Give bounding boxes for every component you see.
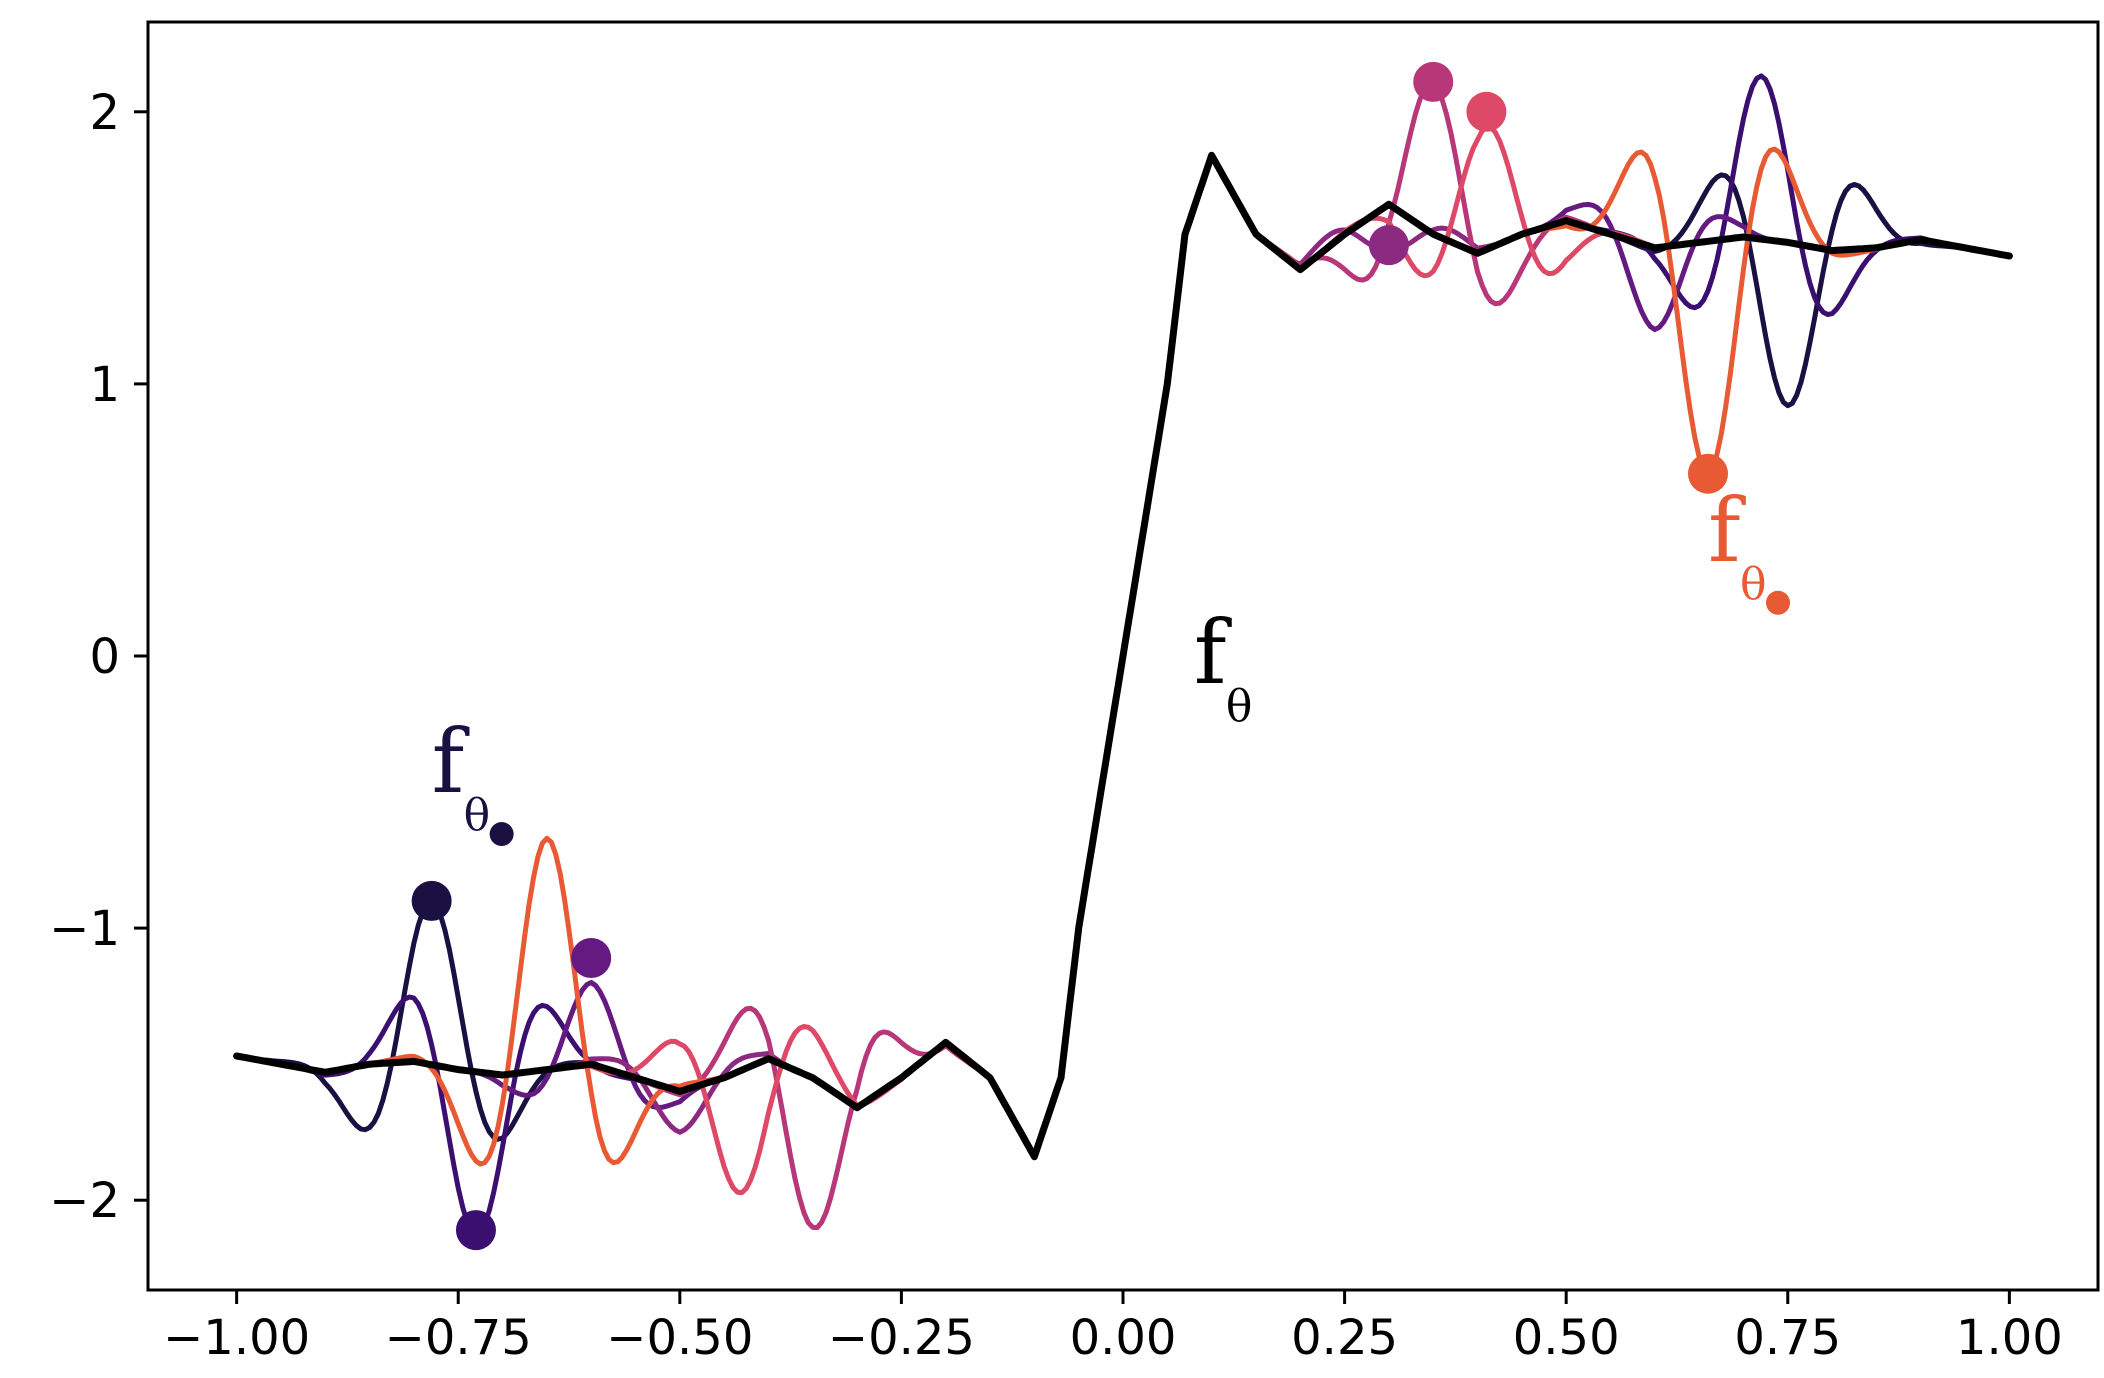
- series-layer: [233, 73, 2013, 1238]
- x-tick-label: −0.50: [606, 1310, 753, 1366]
- x-tick-label: 0.75: [1734, 1310, 1841, 1366]
- annotation-dot-3: [1766, 590, 1790, 615]
- x-tick-label: −1.00: [163, 1310, 310, 1366]
- x-tick-label: 1.00: [1956, 1310, 2063, 1366]
- y-tick-label: 1: [89, 357, 120, 413]
- marker-point-5: [1413, 61, 1454, 102]
- x-tick-label: 0.25: [1291, 1310, 1398, 1366]
- y-tick-label: −1: [49, 901, 120, 957]
- marker-point-3: [571, 938, 612, 979]
- y-tick-label: 0: [89, 629, 120, 685]
- annotation-dot-2: [489, 822, 514, 847]
- y-tick-label: 2: [89, 85, 120, 141]
- series-line-base: [233, 151, 2013, 1161]
- annotation-label-2: f: [432, 710, 470, 813]
- marker-layer: [411, 61, 1728, 1251]
- x-tick-label: 0.00: [1070, 1310, 1177, 1366]
- marker-point-2: [455, 1210, 496, 1251]
- annotation-subscript-2: θ: [464, 790, 491, 841]
- marker-point-1: [411, 880, 452, 921]
- annotation-label-1: f: [1194, 601, 1232, 704]
- marker-point-6: [1466, 91, 1507, 132]
- annotation-subscript-1: θ: [1226, 681, 1253, 732]
- annotation-label-3: f: [1708, 479, 1746, 582]
- x-tick-label: 0.50: [1513, 1310, 1620, 1366]
- tick-layer: −1.00 −0.75 −0.50 −0.25 0.00 0.25 0.50 0.75 1.00…: [49, 85, 2063, 1366]
- marker-point-7: [1688, 453, 1728, 494]
- marker-point-4: [1368, 225, 1409, 266]
- x-tick-label: −0.25: [828, 1310, 975, 1366]
- annotation-subscript-3: θ: [1740, 559, 1767, 610]
- y-tick-label: −2: [49, 1173, 120, 1229]
- x-tick-label: −0.75: [385, 1310, 532, 1366]
